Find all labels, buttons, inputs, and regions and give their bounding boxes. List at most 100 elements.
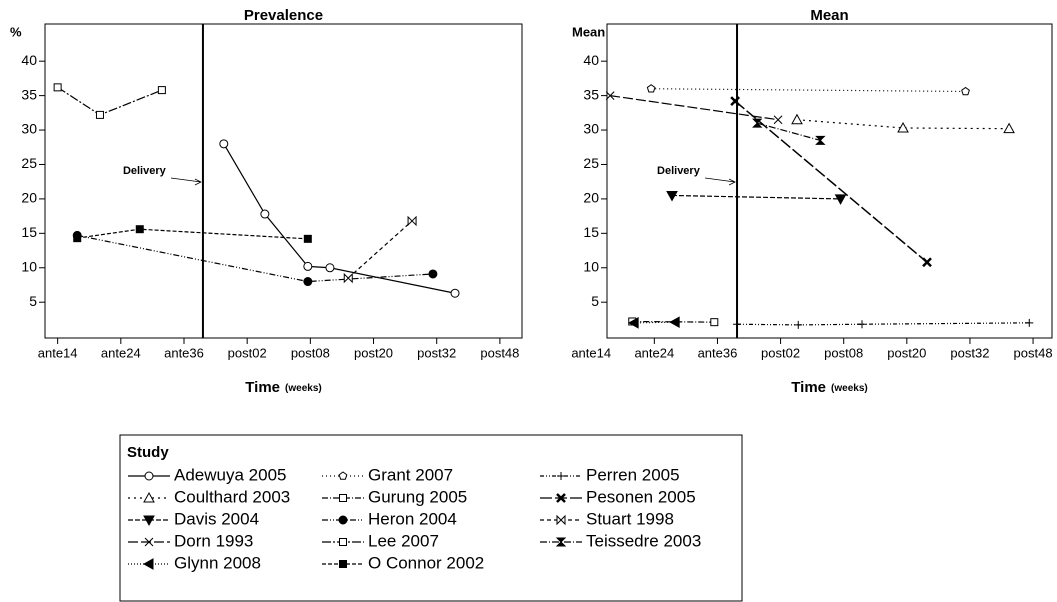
marker [450, 288, 460, 298]
marker [646, 84, 656, 93]
x-tick-label: post08 [291, 345, 330, 360]
x-tick-label: ante24 [634, 345, 674, 360]
marker [666, 190, 678, 202]
y-tick-label: 35 [583, 86, 599, 102]
marker [219, 139, 229, 149]
legend-label: Grant 2007 [368, 465, 453, 484]
legend-label: O Connor 2002 [368, 553, 484, 572]
y-tick-label: 5 [591, 293, 599, 309]
marker [557, 472, 565, 480]
series-line [734, 100, 928, 263]
chart-title: Mean [810, 7, 848, 24]
marker [338, 515, 348, 525]
series-line [223, 143, 456, 294]
marker [72, 230, 82, 240]
marker [1003, 122, 1015, 134]
x-axis-title: Time [245, 379, 280, 396]
legend-title: Study [127, 444, 169, 461]
marker [669, 316, 680, 329]
marker [303, 277, 313, 287]
legend-label: Gurung 2005 [368, 487, 467, 506]
legend-label: Perren 2005 [586, 465, 680, 484]
x-axis-label: Time (weeks) [245, 379, 321, 396]
annotation: Delivery [657, 165, 701, 177]
series-line [77, 234, 433, 283]
series-line [57, 86, 163, 116]
annotation-arrow [170, 177, 202, 186]
y-axis-label: % [10, 24, 22, 39]
marker [338, 471, 348, 480]
series-line [610, 95, 779, 121]
y-tick-label: 40 [583, 52, 599, 68]
legend-label: Stuart 1998 [586, 509, 674, 528]
series-line [672, 194, 841, 200]
x-tick-label: post48 [1014, 345, 1053, 360]
legend-label: Dorn 1993 [174, 531, 253, 550]
series-line [634, 321, 676, 324]
y-tick-label: 35 [21, 86, 37, 102]
x-tick-label: post02 [228, 345, 267, 360]
marker [858, 320, 867, 329]
marker [961, 86, 970, 96]
x-axis-unit: (weeks) [831, 383, 868, 394]
y-tick-label: 15 [21, 224, 37, 240]
marker [303, 261, 313, 271]
marker [922, 257, 932, 268]
y-tick-label: 30 [21, 121, 37, 137]
y-tick-label: 25 [21, 155, 37, 171]
marker [834, 194, 847, 205]
y-tick-label: 5 [29, 293, 37, 309]
marker [143, 491, 155, 503]
y-tick-label: 30 [583, 121, 599, 137]
x-tick-label: ante14 [38, 345, 78, 360]
x-tick-label: post32 [950, 345, 989, 360]
marker [53, 83, 62, 92]
chart-title: Prevalence [244, 7, 323, 24]
marker [710, 318, 719, 327]
series-line [651, 88, 966, 93]
x-tick-label: ante36 [164, 345, 204, 360]
x-tick-label: post32 [417, 345, 456, 360]
x-tick-label: ante36 [698, 345, 738, 360]
legend-label: Glynn 2008 [174, 553, 261, 572]
y-tick-label: 15 [583, 224, 599, 240]
marker [135, 225, 144, 234]
marker [428, 269, 438, 279]
marker [555, 537, 567, 547]
legend-label: Adewuya 2005 [174, 465, 286, 484]
legend-label: Teissedre 2003 [586, 531, 701, 550]
marker [733, 320, 742, 329]
y-tick-label: 25 [583, 155, 599, 171]
marker [556, 493, 566, 503]
marker [339, 560, 347, 568]
marker [157, 86, 166, 95]
marker [730, 96, 741, 107]
legend-label: Pesonen 2005 [586, 487, 696, 506]
legend-label: Lee 2007 [368, 531, 439, 550]
legend-label: Heron 2004 [368, 509, 457, 528]
marker [605, 91, 615, 100]
marker [897, 121, 909, 133]
marker [752, 118, 763, 128]
marker [339, 538, 347, 546]
marker [343, 272, 353, 284]
series-line [347, 220, 413, 279]
legend-label: Davis 2004 [174, 509, 259, 528]
y-tick-label: 20 [21, 190, 37, 206]
marker [407, 215, 417, 227]
plot-frame [606, 23, 1053, 339]
marker [556, 514, 566, 526]
marker [95, 110, 104, 119]
marker [815, 135, 826, 145]
y-tick-label: 40 [21, 52, 37, 68]
marker [339, 494, 347, 502]
marker [773, 115, 783, 125]
x-tick-label: ante14 [571, 345, 611, 360]
x-axis-title: Time [791, 379, 826, 396]
series-line [77, 228, 308, 240]
x-tick-label: post48 [480, 345, 519, 360]
y-tick-label: 10 [21, 258, 37, 274]
x-tick-label: post20 [354, 345, 393, 360]
marker [303, 234, 312, 243]
